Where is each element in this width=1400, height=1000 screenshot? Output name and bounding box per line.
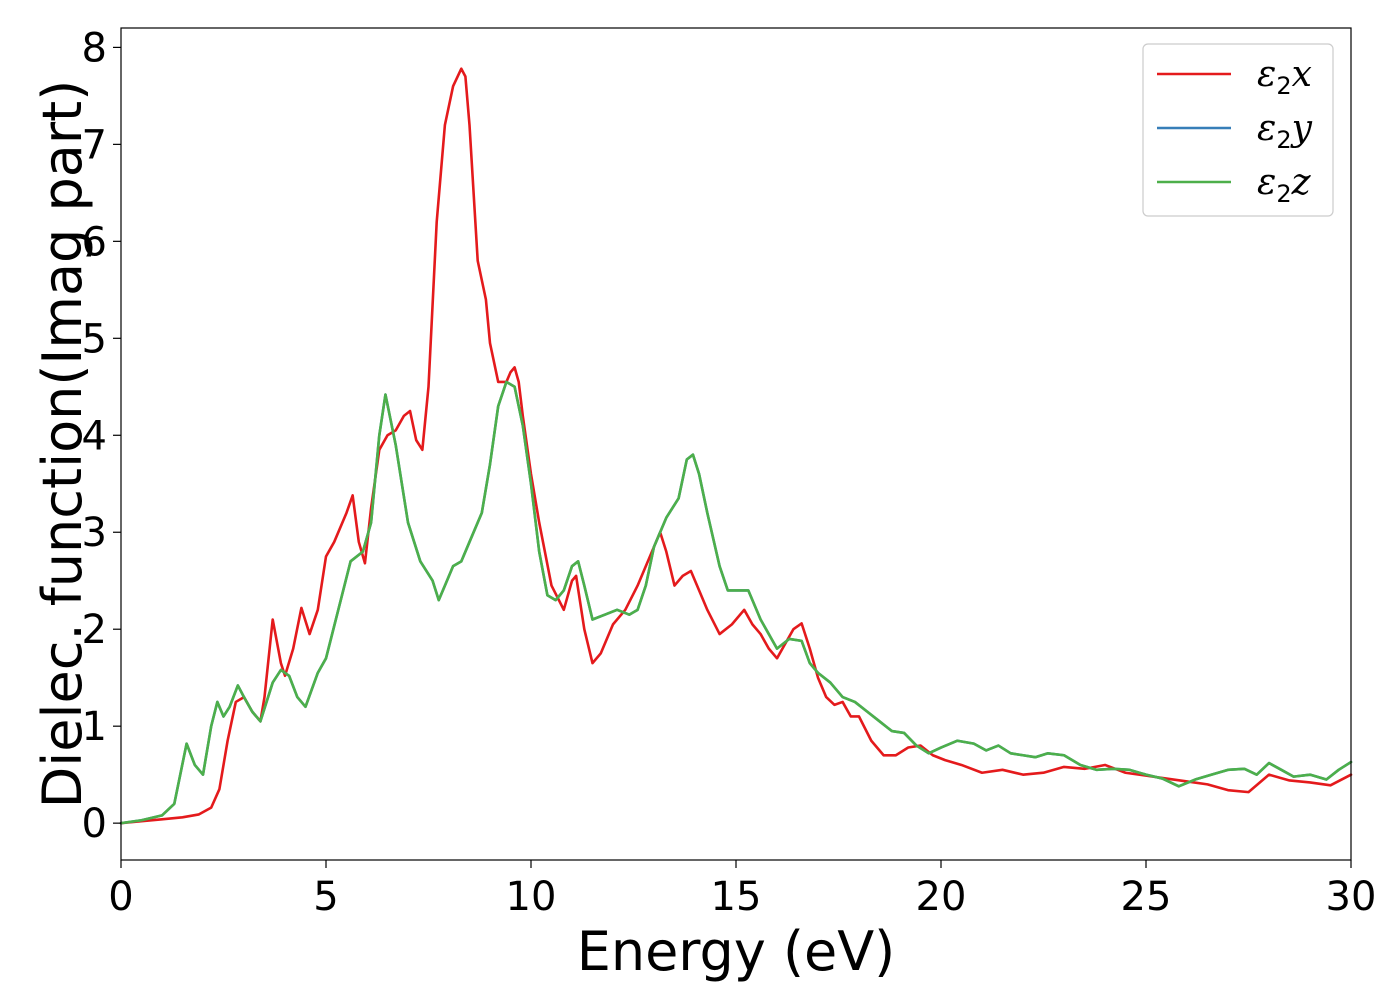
x-axis-ticks: 0 5 10 15 20 25 30 <box>108 860 1376 920</box>
legend-label-y: ε2y <box>1257 108 1313 154</box>
y-tick-label: 6 <box>82 219 107 265</box>
y-axis-ticks: 0 1 2 3 4 5 6 7 8 <box>82 25 121 847</box>
y-tick-label: 1 <box>82 704 107 750</box>
x-tick-label: 25 <box>1121 874 1172 920</box>
y-tick-label: 0 <box>82 801 107 847</box>
legend-label-x: ε2x <box>1257 54 1312 100</box>
x-tick-label: 30 <box>1326 874 1377 920</box>
legend: ε2x ε2y ε2z <box>1142 43 1334 217</box>
series-line-z <box>119 380 1353 825</box>
legend-label-z: ε2z <box>1257 162 1312 208</box>
legend-box <box>1142 43 1334 217</box>
x-tick-label: 20 <box>916 874 967 920</box>
y-tick-label: 4 <box>82 413 107 459</box>
x-tick-label: 5 <box>313 874 338 920</box>
y-axis-label: Dielec. function(Imag part) <box>31 80 94 809</box>
x-tick-label: 15 <box>711 874 762 920</box>
x-tick-label: 0 <box>108 874 133 920</box>
y-tick-label: 5 <box>82 316 107 362</box>
x-tick-label: 10 <box>506 874 557 920</box>
y-tick-label: 3 <box>82 510 107 556</box>
y-tick-label: 2 <box>82 607 107 653</box>
series-layer <box>119 67 1353 825</box>
x-axis-label: Energy (eV) <box>577 920 896 983</box>
y-tick-label: 8 <box>82 25 107 71</box>
series-line-x <box>119 67 1353 825</box>
y-tick-label: 7 <box>82 122 107 168</box>
